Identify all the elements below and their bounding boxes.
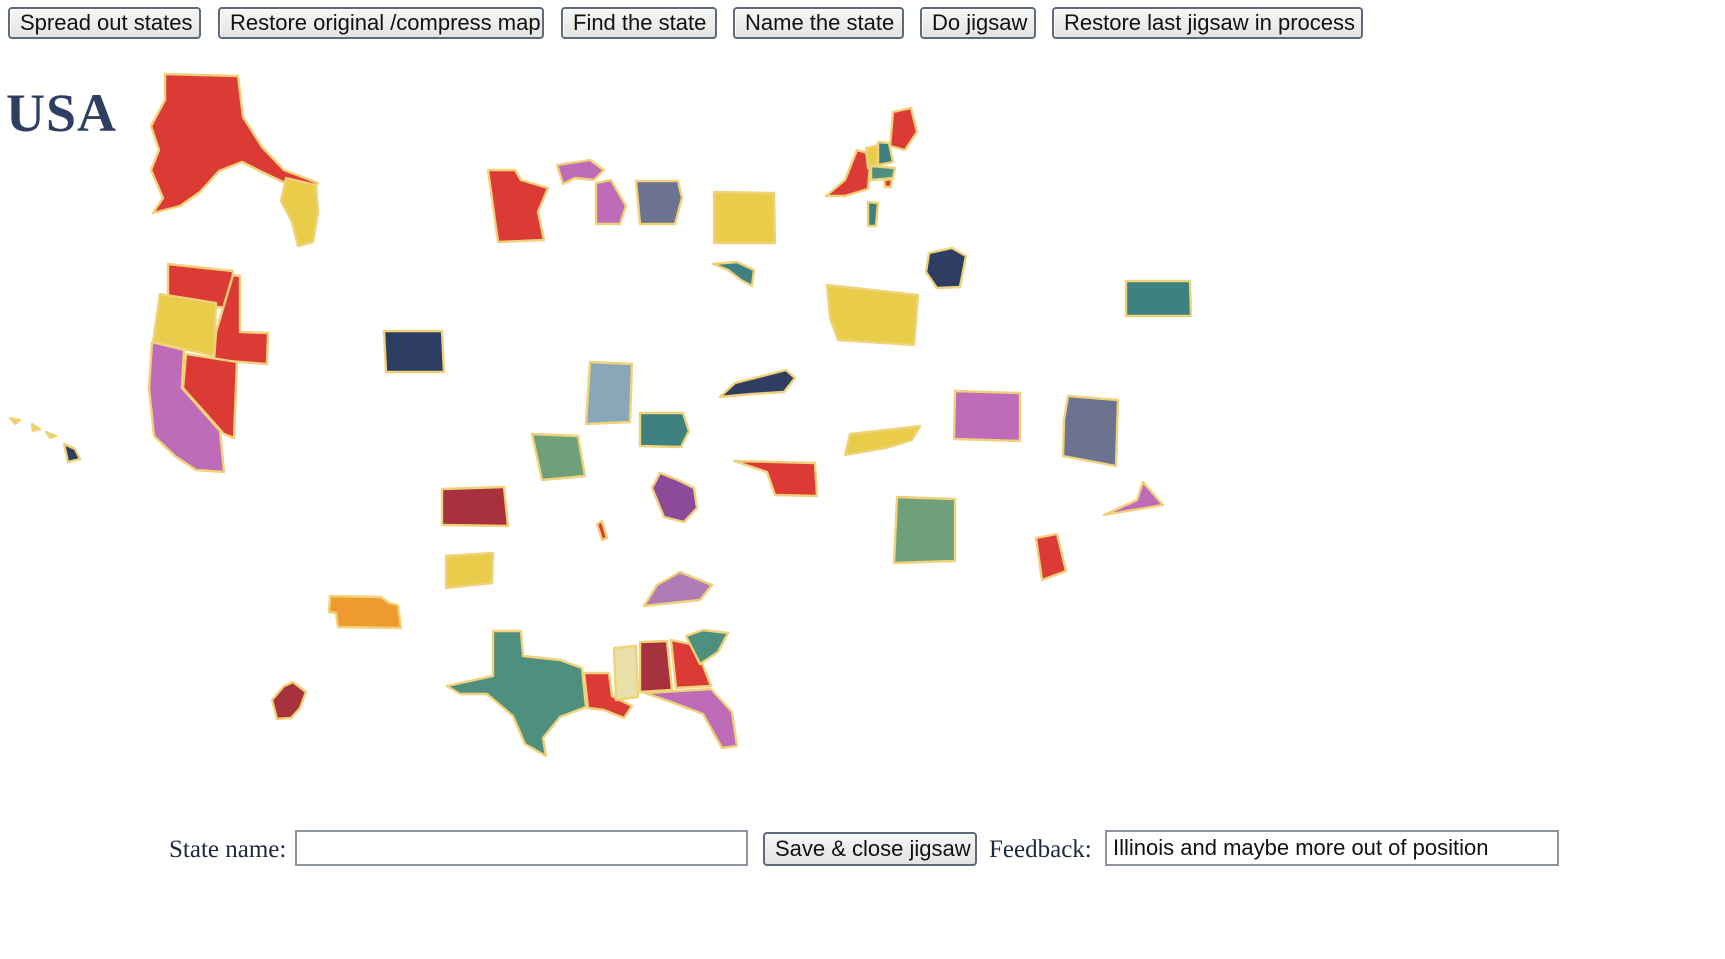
feedback-label: Feedback: bbox=[989, 836, 1092, 863]
state-piece-new-mexico[interactable] bbox=[892, 495, 957, 565]
state-piece-delaware[interactable] bbox=[595, 519, 609, 542]
state-piece-new-york[interactable] bbox=[824, 148, 873, 198]
state-piece-hawaii-4[interactable] bbox=[62, 442, 82, 464]
state-piece-kentucky[interactable] bbox=[642, 570, 714, 608]
state-piece-ohio[interactable] bbox=[924, 246, 968, 290]
state-piece-florida[interactable] bbox=[643, 687, 739, 750]
state-piece-nevada[interactable] bbox=[181, 352, 239, 440]
state-piece-idaho[interactable] bbox=[212, 273, 270, 366]
state-piece-new-hampshire[interactable] bbox=[876, 140, 895, 167]
state-piece-tennessee[interactable] bbox=[843, 424, 922, 457]
state-piece-minnesota[interactable] bbox=[486, 168, 550, 244]
state-piece-georgia[interactable] bbox=[669, 638, 713, 690]
state-piece-north-dakota[interactable] bbox=[382, 329, 446, 374]
save-close-jigsaw-button[interactable]: Save & close jigsaw bbox=[763, 832, 977, 866]
state-piece-nebraska[interactable] bbox=[327, 594, 403, 630]
state-piece-missouri[interactable] bbox=[530, 432, 587, 482]
state-piece-hawaii-2[interactable] bbox=[30, 422, 42, 433]
state-piece-texas[interactable] bbox=[445, 629, 588, 758]
state-piece-florida-keys[interactable] bbox=[711, 260, 756, 288]
spread-out-states-button[interactable]: Spread out states bbox=[8, 7, 201, 39]
state-piece-louisiana[interactable] bbox=[582, 671, 634, 720]
state-piece-utah[interactable] bbox=[584, 360, 634, 426]
state-piece-massachusetts[interactable] bbox=[869, 164, 897, 182]
state-piece-north-dakota-alt[interactable] bbox=[825, 283, 920, 347]
state-piece-california[interactable] bbox=[147, 340, 226, 474]
state-piece-michigan-upper[interactable] bbox=[555, 158, 606, 186]
state-piece-yellow-small[interactable] bbox=[279, 176, 320, 248]
feedback-field bbox=[1105, 830, 1559, 866]
state-piece-michigan[interactable] bbox=[594, 178, 628, 226]
state-piece-indiana[interactable] bbox=[1034, 532, 1068, 582]
state-piece-arizona[interactable] bbox=[1061, 394, 1120, 468]
state-piece-arkansas[interactable] bbox=[650, 471, 699, 524]
state-piece-wyoming-2[interactable] bbox=[952, 389, 1022, 443]
state-piece-new-jersey[interactable] bbox=[866, 200, 880, 228]
state-name-input[interactable] bbox=[295, 830, 748, 866]
map-title: USA bbox=[6, 83, 118, 143]
state-piece-maine[interactable] bbox=[888, 106, 919, 152]
state-piece-rhode-island[interactable] bbox=[882, 177, 894, 189]
state-piece-hawaii-3[interactable] bbox=[44, 430, 58, 440]
state-piece-mississippi[interactable] bbox=[612, 644, 640, 702]
state-piece-west-virginia[interactable] bbox=[270, 680, 308, 721]
find-the-state-button[interactable]: Find the state bbox=[561, 7, 717, 39]
state-piece-north-carolina[interactable] bbox=[718, 368, 797, 399]
name-the-state-button[interactable]: Name the state bbox=[733, 7, 904, 39]
restore-original-map-button[interactable]: Restore original /compress map bbox=[218, 7, 544, 39]
state-piece-iowa[interactable] bbox=[638, 411, 691, 449]
state-piece-oklahoma[interactable] bbox=[732, 459, 819, 498]
state-piece-hawaii[interactable] bbox=[8, 416, 22, 426]
state-piece-south-dakota[interactable] bbox=[440, 485, 510, 528]
state-piece-alabama[interactable] bbox=[638, 639, 674, 694]
state-piece-virginia[interactable] bbox=[1102, 480, 1165, 517]
state-name-label: State name: bbox=[169, 836, 287, 863]
state-piece-kansas[interactable] bbox=[444, 551, 495, 590]
state-piece-alaska[interactable] bbox=[149, 72, 320, 215]
state-piece-wisconsin[interactable] bbox=[634, 179, 684, 226]
restore-last-jigsaw-button[interactable]: Restore last jigsaw in process bbox=[1052, 7, 1363, 39]
state-piece-colorado[interactable] bbox=[1124, 279, 1193, 318]
state-piece-wyoming[interactable] bbox=[712, 190, 777, 245]
do-jigsaw-button[interactable]: Do jigsaw bbox=[920, 7, 1036, 39]
state-piece-south-carolina[interactable] bbox=[684, 628, 730, 666]
